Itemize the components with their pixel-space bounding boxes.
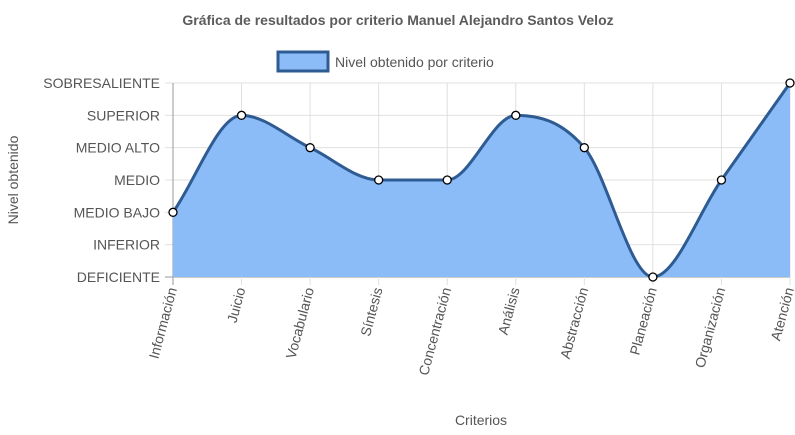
- y-tick-label: INFERIOR: [93, 237, 160, 253]
- legend-swatch: [276, 50, 330, 73]
- x-tick-label: Análisis: [495, 286, 523, 337]
- data-point[interactable]: [305, 143, 315, 153]
- chart-title: Gráfica de resultados por criterio Manue…: [182, 12, 613, 28]
- data-point[interactable]: [648, 272, 658, 282]
- y-axis-ticks: DEFICIENTE INFERIOR MEDIO BAJO MEDIO MEDIO A…: [43, 75, 160, 285]
- x-tick-label: Síntesis: [357, 286, 385, 338]
- x-tick-label: Juicio: [224, 285, 249, 324]
- y-axis-title: Nivel obtenido: [5, 135, 21, 224]
- plot-area: [171, 82, 792, 279]
- x-tick-label: Concentración: [415, 286, 454, 377]
- data-point[interactable]: [442, 175, 452, 185]
- x-tick-label: Abstracción: [557, 286, 591, 361]
- data-point[interactable]: [511, 110, 521, 120]
- x-tick-label: Información: [146, 286, 180, 361]
- y-tick-label: MEDIO ALTO: [76, 140, 160, 156]
- y-tick-label: SOBRESALIENTE: [43, 75, 160, 91]
- chart-legend[interactable]: Nivel obtenido por criterio: [276, 50, 494, 73]
- series-line: [171, 82, 792, 279]
- data-point[interactable]: [785, 78, 795, 88]
- x-axis-title: Criterios: [455, 412, 507, 428]
- x-tick-label: Planeación: [626, 286, 659, 357]
- x-axis-ticks: Información Juicio Vocabulario Síntesis Conc…: [146, 285, 795, 377]
- area-fill: [173, 83, 790, 277]
- x-tick-label: Vocabulario: [283, 285, 317, 360]
- y-tick-label: DEFICIENTE: [77, 269, 160, 285]
- x-tick-label: Atención: [767, 286, 795, 343]
- data-point[interactable]: [716, 175, 727, 185]
- legend-label: Nivel obtenido por criterio: [335, 54, 494, 70]
- data-point[interactable]: [236, 110, 247, 120]
- data-point[interactable]: [579, 143, 589, 153]
- y-tick-label: MEDIO: [114, 172, 160, 188]
- x-tick-label: Organización: [692, 286, 729, 370]
- data-point[interactable]: [168, 207, 178, 217]
- y-tick-label: MEDIO BAJO: [74, 204, 160, 220]
- data-points: [168, 78, 795, 282]
- y-tick-label: SUPERIOR: [87, 107, 160, 123]
- data-point[interactable]: [374, 175, 384, 185]
